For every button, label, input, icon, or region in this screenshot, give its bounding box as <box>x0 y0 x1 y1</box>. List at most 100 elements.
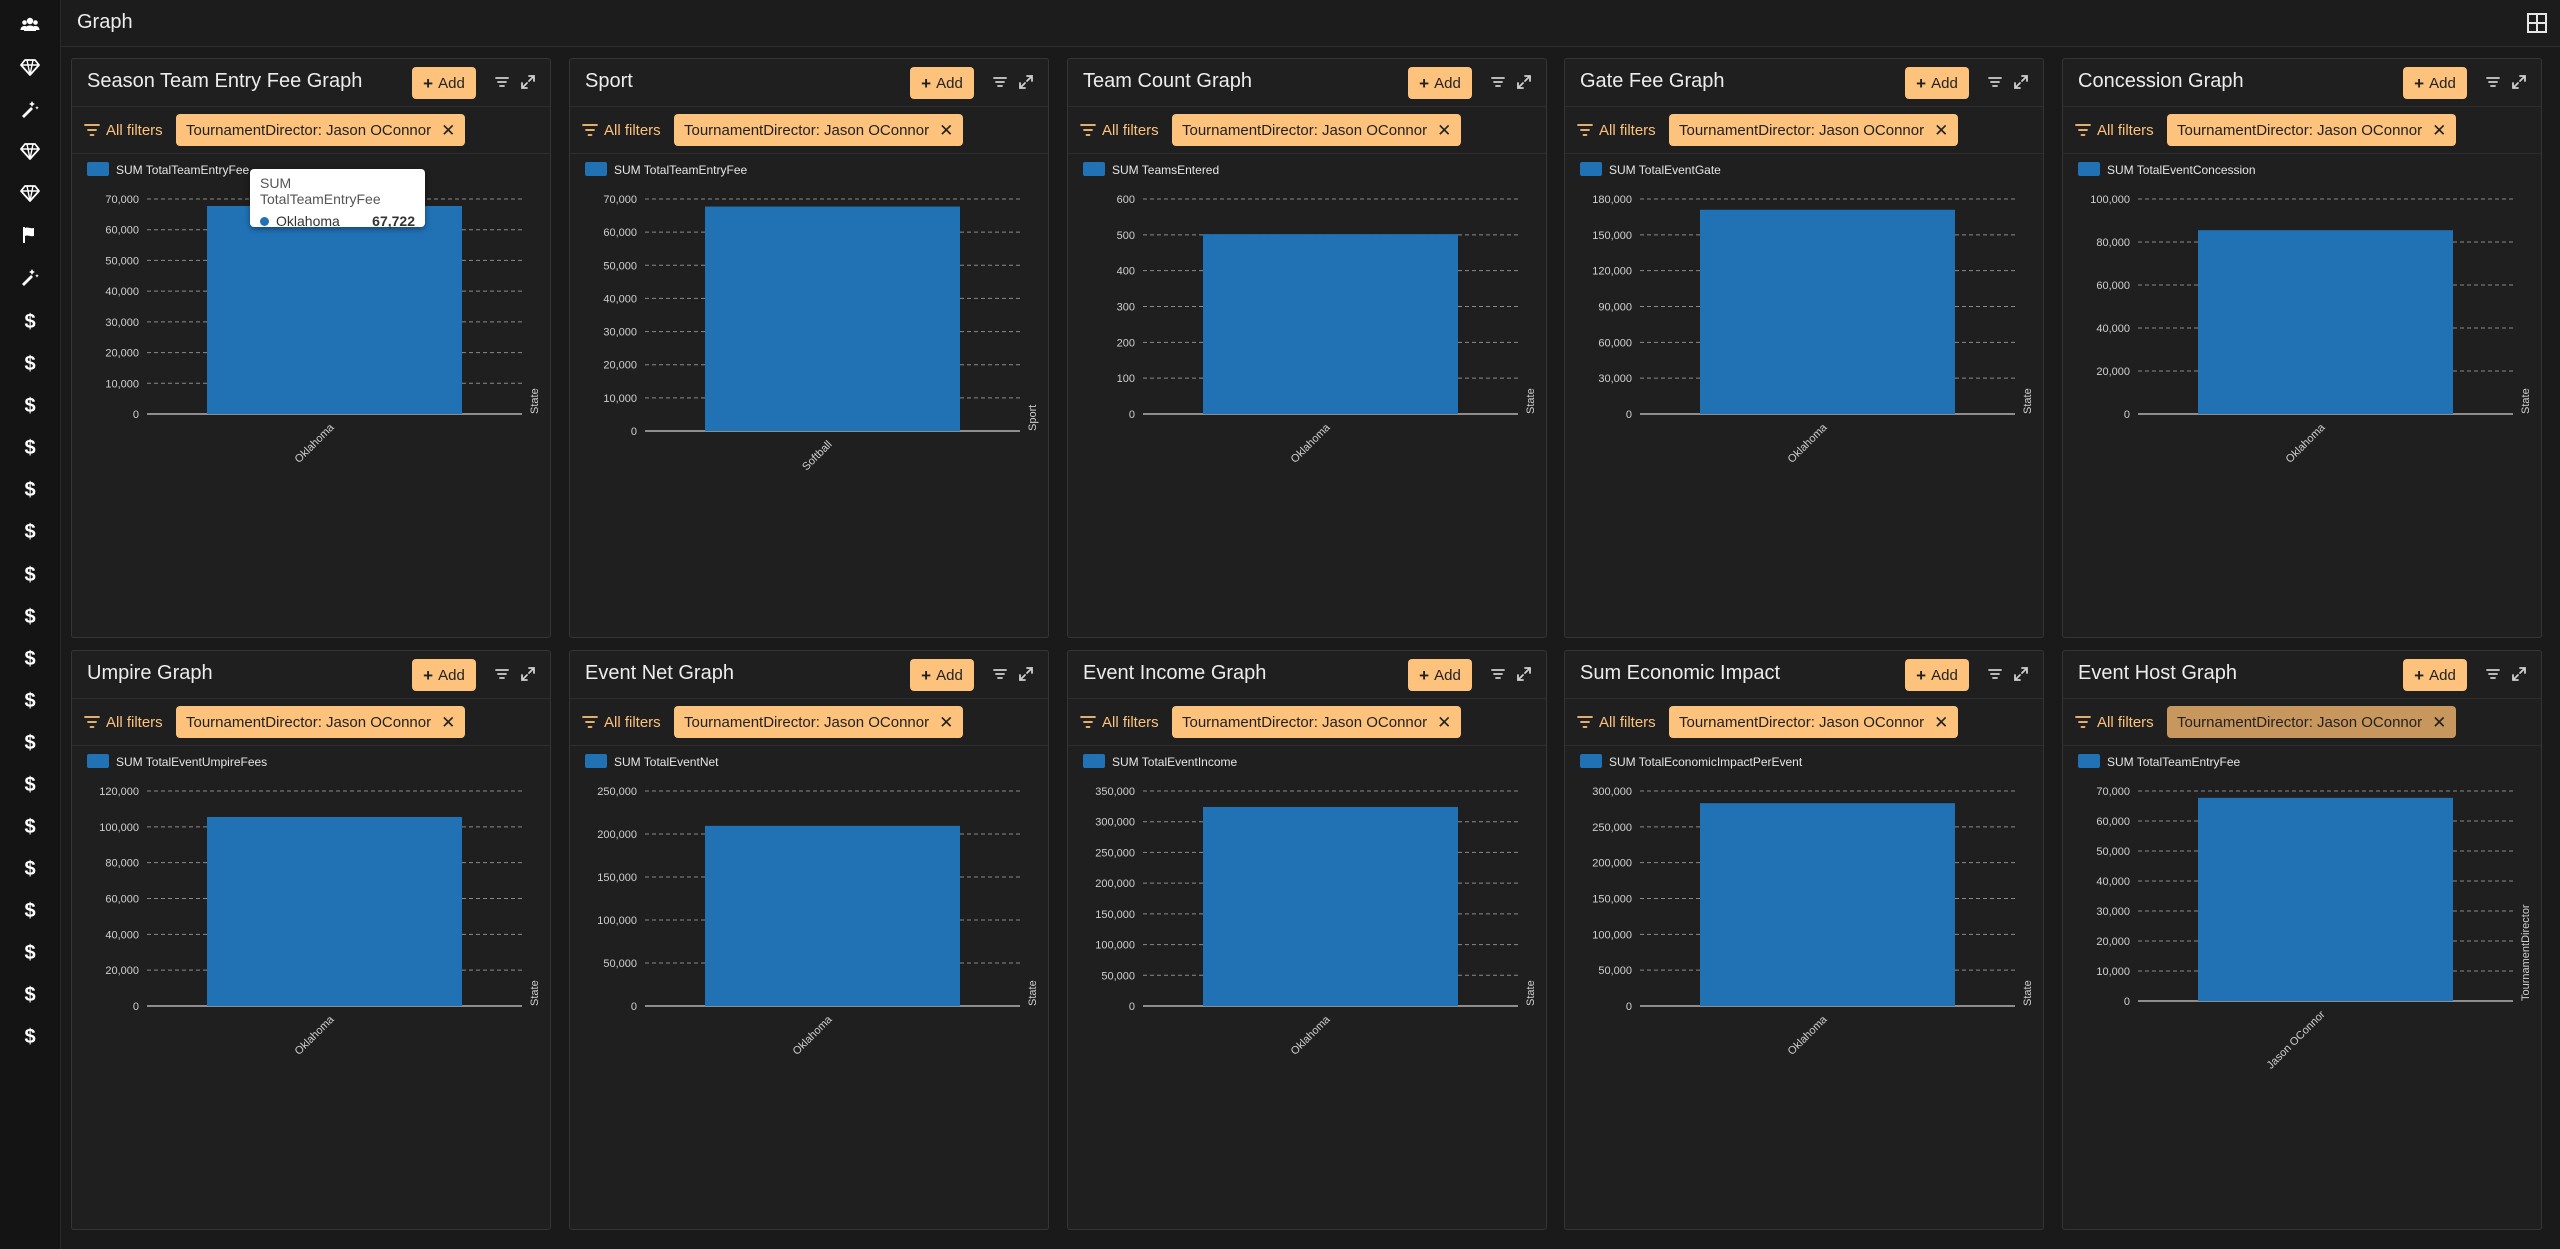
legend-swatch[interactable] <box>2078 162 2100 176</box>
bar[interactable] <box>1203 234 1458 414</box>
dollar-icon[interactable]: $ <box>24 857 36 880</box>
legend-swatch[interactable] <box>585 162 607 176</box>
filter-icon[interactable] <box>1985 664 2005 684</box>
expand-icon[interactable] <box>2011 72 2031 92</box>
all-filters-button[interactable]: All filters <box>84 711 163 733</box>
legend-label[interactable]: SUM TotalTeamEntryFee <box>2107 755 2240 769</box>
all-filters-button[interactable]: All filters <box>1080 711 1159 733</box>
diamond-icon[interactable] <box>15 136 45 166</box>
dollar-icon[interactable]: $ <box>24 731 36 754</box>
add-button[interactable]: + Add <box>910 659 974 691</box>
dollar-icon[interactable]: $ <box>24 983 36 1006</box>
close-icon[interactable]: ✕ <box>1934 120 1949 140</box>
filter-icon[interactable] <box>1488 664 1508 684</box>
add-button[interactable]: + Add <box>412 659 476 691</box>
filter-icon[interactable] <box>990 664 1010 684</box>
bar[interactable] <box>2198 797 2453 1001</box>
dollar-icon[interactable]: $ <box>24 605 36 628</box>
close-icon[interactable]: ✕ <box>939 120 954 140</box>
filter-chip[interactable]: TournamentDirector: Jason OConnor ✕ <box>2167 114 2457 146</box>
flag-icon[interactable] <box>15 220 45 250</box>
expand-icon[interactable] <box>1016 664 1036 684</box>
legend-swatch[interactable] <box>1580 754 1602 768</box>
dollar-icon[interactable]: $ <box>24 478 36 501</box>
layout-grid-icon[interactable] <box>2526 12 2548 34</box>
diamond-icon[interactable] <box>15 52 45 82</box>
close-icon[interactable]: ✕ <box>2432 120 2447 140</box>
dollar-icon[interactable]: $ <box>24 941 36 964</box>
filter-chip[interactable]: TournamentDirector: Jason OConnor ✕ <box>176 706 466 738</box>
expand-icon[interactable] <box>518 664 538 684</box>
bar[interactable] <box>705 825 960 1006</box>
bar[interactable] <box>705 206 960 431</box>
legend-swatch[interactable] <box>2078 754 2100 768</box>
filter-icon[interactable] <box>1488 72 1508 92</box>
legend-label[interactable]: SUM TotalEventNet <box>614 755 719 769</box>
dollar-icon[interactable]: $ <box>24 436 36 459</box>
all-filters-button[interactable]: All filters <box>1080 119 1159 141</box>
close-icon[interactable]: ✕ <box>441 712 456 732</box>
filter-chip[interactable]: TournamentDirector: Jason OConnor ✕ <box>1172 114 1462 146</box>
dollar-icon[interactable]: $ <box>24 689 36 712</box>
filter-icon[interactable] <box>1985 72 2005 92</box>
diamond-icon[interactable] <box>15 178 45 208</box>
legend-label[interactable]: SUM TotalTeamEntryFee <box>614 163 747 177</box>
legend-label[interactable]: SUM TotalEventConcession <box>2107 163 2256 177</box>
legend-label[interactable]: SUM TotalEventGate <box>1609 163 1721 177</box>
legend-label[interactable]: SUM TeamsEntered <box>1112 163 1219 177</box>
all-filters-button[interactable]: All filters <box>2075 711 2154 733</box>
add-button[interactable]: + Add <box>1408 67 1472 99</box>
filter-icon[interactable] <box>2483 72 2503 92</box>
filter-icon[interactable] <box>2483 664 2503 684</box>
filter-chip[interactable]: TournamentDirector: Jason OConnor ✕ <box>674 114 964 146</box>
filter-icon[interactable] <box>990 72 1010 92</box>
filter-chip[interactable]: TournamentDirector: Jason OConnor ✕ <box>2167 706 2457 738</box>
filter-icon[interactable] <box>492 664 512 684</box>
dollar-icon[interactable]: $ <box>24 1025 36 1048</box>
close-icon[interactable]: ✕ <box>939 712 954 732</box>
add-button[interactable]: + Add <box>2403 67 2467 99</box>
close-icon[interactable]: ✕ <box>1934 712 1949 732</box>
users-icon[interactable] <box>15 10 45 40</box>
bar[interactable] <box>1700 803 1955 1006</box>
filter-icon[interactable] <box>492 72 512 92</box>
all-filters-button[interactable]: All filters <box>1577 711 1656 733</box>
legend-label[interactable]: SUM TotalEventIncome <box>1112 755 1237 769</box>
bar[interactable] <box>207 816 462 1006</box>
legend-swatch[interactable] <box>1083 754 1105 768</box>
legend-swatch[interactable] <box>87 162 109 176</box>
bar[interactable] <box>1203 806 1458 1006</box>
bar[interactable] <box>1700 209 1955 414</box>
filter-chip[interactable]: TournamentDirector: Jason OConnor ✕ <box>674 706 964 738</box>
dollar-icon[interactable]: $ <box>24 563 36 586</box>
wand-icon[interactable] <box>15 94 45 124</box>
legend-swatch[interactable] <box>1580 162 1602 176</box>
close-icon[interactable]: ✕ <box>441 120 456 140</box>
legend-label[interactable]: SUM TotalEventUmpireFees <box>116 755 267 769</box>
expand-icon[interactable] <box>2011 664 2031 684</box>
close-icon[interactable]: ✕ <box>1437 120 1452 140</box>
expand-icon[interactable] <box>2509 72 2529 92</box>
dollar-icon[interactable]: $ <box>24 815 36 838</box>
dollar-icon[interactable]: $ <box>24 899 36 922</box>
dollar-icon[interactable]: $ <box>24 310 36 333</box>
expand-icon[interactable] <box>518 72 538 92</box>
expand-icon[interactable] <box>2509 664 2529 684</box>
dollar-icon[interactable]: $ <box>24 647 36 670</box>
expand-icon[interactable] <box>1016 72 1036 92</box>
add-button[interactable]: + Add <box>1905 67 1969 99</box>
close-icon[interactable]: ✕ <box>2432 712 2447 732</box>
add-button[interactable]: + Add <box>2403 659 2467 691</box>
filter-chip[interactable]: TournamentDirector: Jason OConnor ✕ <box>1172 706 1462 738</box>
filter-chip[interactable]: TournamentDirector: Jason OConnor ✕ <box>1669 706 1959 738</box>
dollar-icon[interactable]: $ <box>24 773 36 796</box>
dollar-icon[interactable]: $ <box>24 352 36 375</box>
legend-swatch[interactable] <box>87 754 109 768</box>
filter-chip[interactable]: TournamentDirector: Jason OConnor ✕ <box>176 114 466 146</box>
all-filters-button[interactable]: All filters <box>2075 119 2154 141</box>
filter-chip[interactable]: TournamentDirector: Jason OConnor ✕ <box>1669 114 1959 146</box>
bar[interactable] <box>207 205 462 414</box>
add-button[interactable]: + Add <box>412 67 476 99</box>
add-button[interactable]: + Add <box>1408 659 1472 691</box>
wand-icon[interactable] <box>15 262 45 292</box>
